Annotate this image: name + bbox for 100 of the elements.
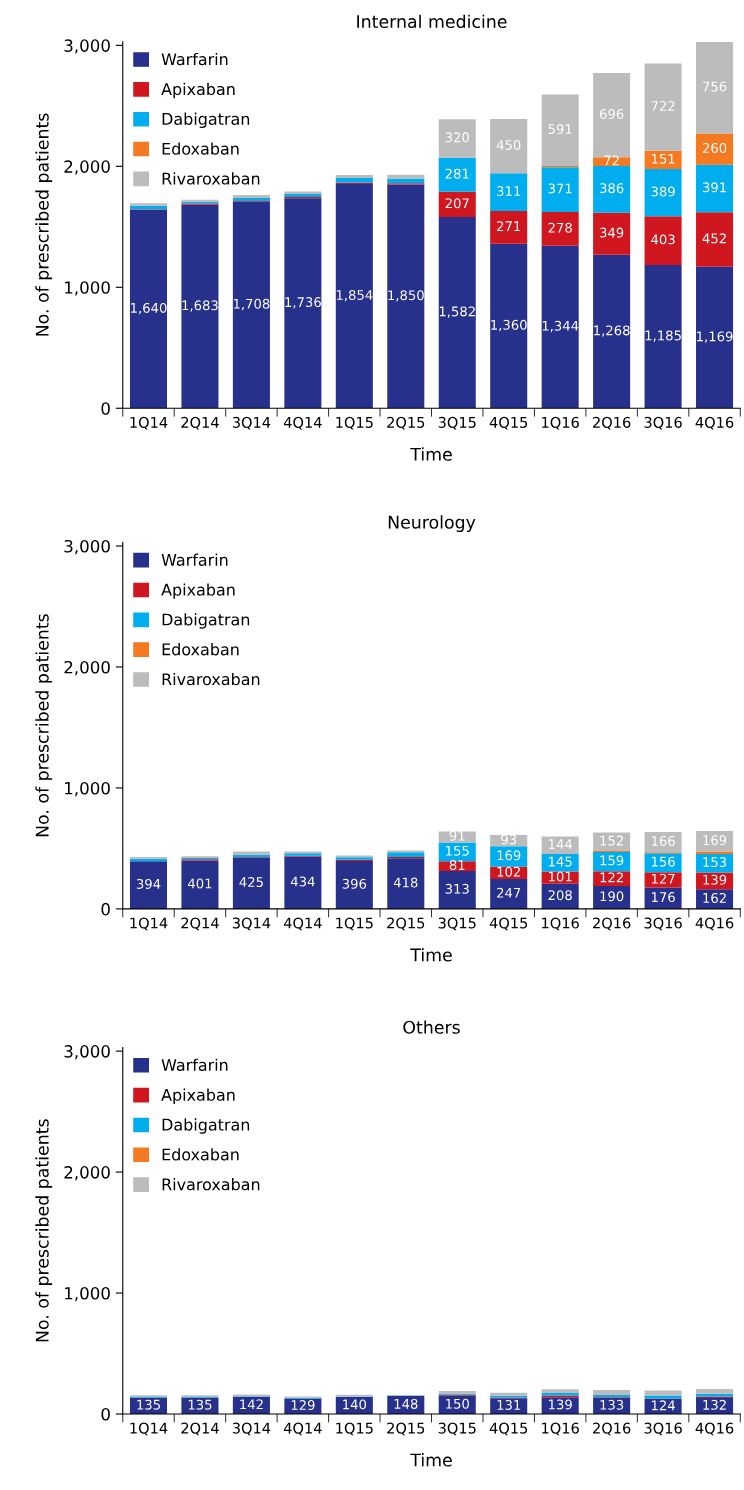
legend-label: Dabigatran (162, 1118, 250, 1134)
data-label: 1,344 (542, 320, 579, 333)
x-tick-label: 1Q16 (542, 1422, 579, 1436)
x-tick-label: 3Q15 (438, 1422, 476, 1436)
x-tick-label: 2Q16 (593, 416, 631, 430)
x-tick-label: 1Q15 (336, 416, 373, 430)
data-label: 162 (703, 892, 726, 903)
y-tick-label: 3,000 (64, 39, 110, 54)
data-label: 132 (703, 1399, 726, 1410)
x-tick-label: 1Q14 (130, 917, 168, 931)
y-tick-label: 1,000 (65, 281, 110, 296)
data-label: 72 (604, 155, 619, 166)
data-label: 1,360 (491, 319, 527, 332)
data-label: 133 (600, 1399, 624, 1410)
legend-label: Edoxaban (162, 142, 239, 155)
data-label: 396 (342, 878, 367, 889)
x-tick-label: 3Q16 (644, 917, 682, 931)
legend-label: Rivaroxaban (162, 172, 260, 185)
y-tick-label: 2,000 (64, 160, 110, 175)
data-label: 176 (651, 892, 675, 903)
data-label: 1,683 (182, 300, 218, 312)
data-label: 591 (548, 124, 572, 135)
data-label: 452 (702, 233, 726, 244)
y-tick-label: 0 (101, 1407, 110, 1421)
x-tick-label: 4Q14 (283, 416, 322, 430)
data-label: 93 (501, 834, 517, 845)
data-label: 313 (445, 883, 469, 894)
data-label: 208 (548, 890, 572, 901)
x-tick-label: 2Q16 (593, 917, 631, 931)
data-label: 260 (702, 142, 727, 153)
data-label: 401 (188, 878, 212, 889)
y-tick-label: 3,000 (64, 1045, 110, 1060)
x-tick-label: 4Q14 (283, 1422, 322, 1436)
x-axis-title: Time (410, 447, 452, 461)
legend-label: Dabigatran (162, 613, 250, 629)
data-label: 696 (599, 109, 624, 119)
data-label: 1,736 (285, 297, 321, 309)
data-label: 152 (600, 835, 623, 846)
data-label: 150 (446, 1398, 469, 1409)
data-label: 722 (651, 101, 675, 111)
data-label: 155 (446, 845, 469, 856)
data-label: 1,268 (594, 325, 630, 337)
x-tick-label: 1Q15 (336, 1422, 373, 1436)
data-label: 139 (549, 1399, 572, 1410)
x-tick-label: 4Q16 (695, 416, 734, 430)
data-label: 166 (651, 835, 675, 846)
legend-label: Apixaban (161, 1088, 235, 1104)
x-tick-label: 1Q16 (542, 917, 579, 931)
data-label: 281 (445, 168, 469, 179)
chart-title: Neurology (388, 515, 476, 533)
data-label: 425 (239, 877, 263, 888)
data-label: 153 (703, 857, 727, 868)
y-axis-title: No. of prescribed patients (35, 1119, 53, 1342)
data-label: 159 (600, 855, 624, 866)
x-tick-label: 4Q16 (695, 1422, 734, 1436)
x-tick-label: 1Q14 (130, 1422, 168, 1436)
data-label: 1,850 (388, 290, 424, 302)
data-label: 91 (449, 830, 465, 841)
data-label: 450 (496, 139, 521, 150)
data-label: 278 (548, 222, 572, 233)
data-label: 102 (497, 866, 520, 877)
data-label: 135 (188, 1399, 212, 1410)
data-label: 247 (497, 887, 521, 898)
x-tick-label: 3Q15 (438, 416, 476, 430)
y-tick-label: 2,000 (64, 660, 110, 676)
data-label: 156 (651, 856, 675, 867)
chart-title: Internal medicine (357, 14, 507, 29)
data-label: 756 (703, 81, 727, 92)
legend-label: Warfarin (161, 553, 228, 566)
x-tick-label: 1Q14 (130, 416, 168, 430)
data-label: 1,582 (439, 306, 475, 318)
data-label: 1,169 (697, 331, 733, 343)
data-label: 349 (600, 227, 624, 238)
x-tick-label: 4Q14 (283, 917, 322, 931)
data-label: 81 (449, 859, 465, 870)
data-label: 386 (600, 183, 624, 194)
x-tick-label: 2Q15 (387, 917, 425, 931)
data-label: 122 (600, 872, 623, 883)
y-tick-label: 1,000 (65, 1287, 110, 1302)
x-tick-label: 2Q14 (181, 1422, 219, 1436)
data-label: 190 (600, 891, 624, 902)
legend-label: Rivaroxaban (162, 672, 260, 686)
data-label: 135 (137, 1399, 160, 1410)
x-tick-label: 1Q15 (336, 917, 373, 931)
data-label: 389 (651, 186, 675, 197)
x-tick-label: 2Q14 (181, 416, 219, 430)
legend-label: Apixaban (161, 583, 235, 599)
x-tick-label: 1Q16 (542, 416, 579, 430)
data-label: 1,854 (336, 289, 373, 302)
data-label: 271 (497, 221, 521, 231)
data-label: 1,185 (645, 330, 681, 342)
legend-label: Rivaroxaban (162, 1178, 260, 1191)
data-label: 394 (136, 878, 161, 889)
data-label: 320 (445, 132, 469, 143)
data-label: 127 (651, 873, 675, 884)
y-tick-label: 3,000 (64, 539, 110, 555)
x-tick-label: 3Q14 (232, 917, 271, 931)
x-tick-label: 2Q15 (387, 1422, 425, 1436)
y-tick-label: 1,000 (65, 781, 110, 797)
y-tick-label: 0 (101, 902, 110, 916)
